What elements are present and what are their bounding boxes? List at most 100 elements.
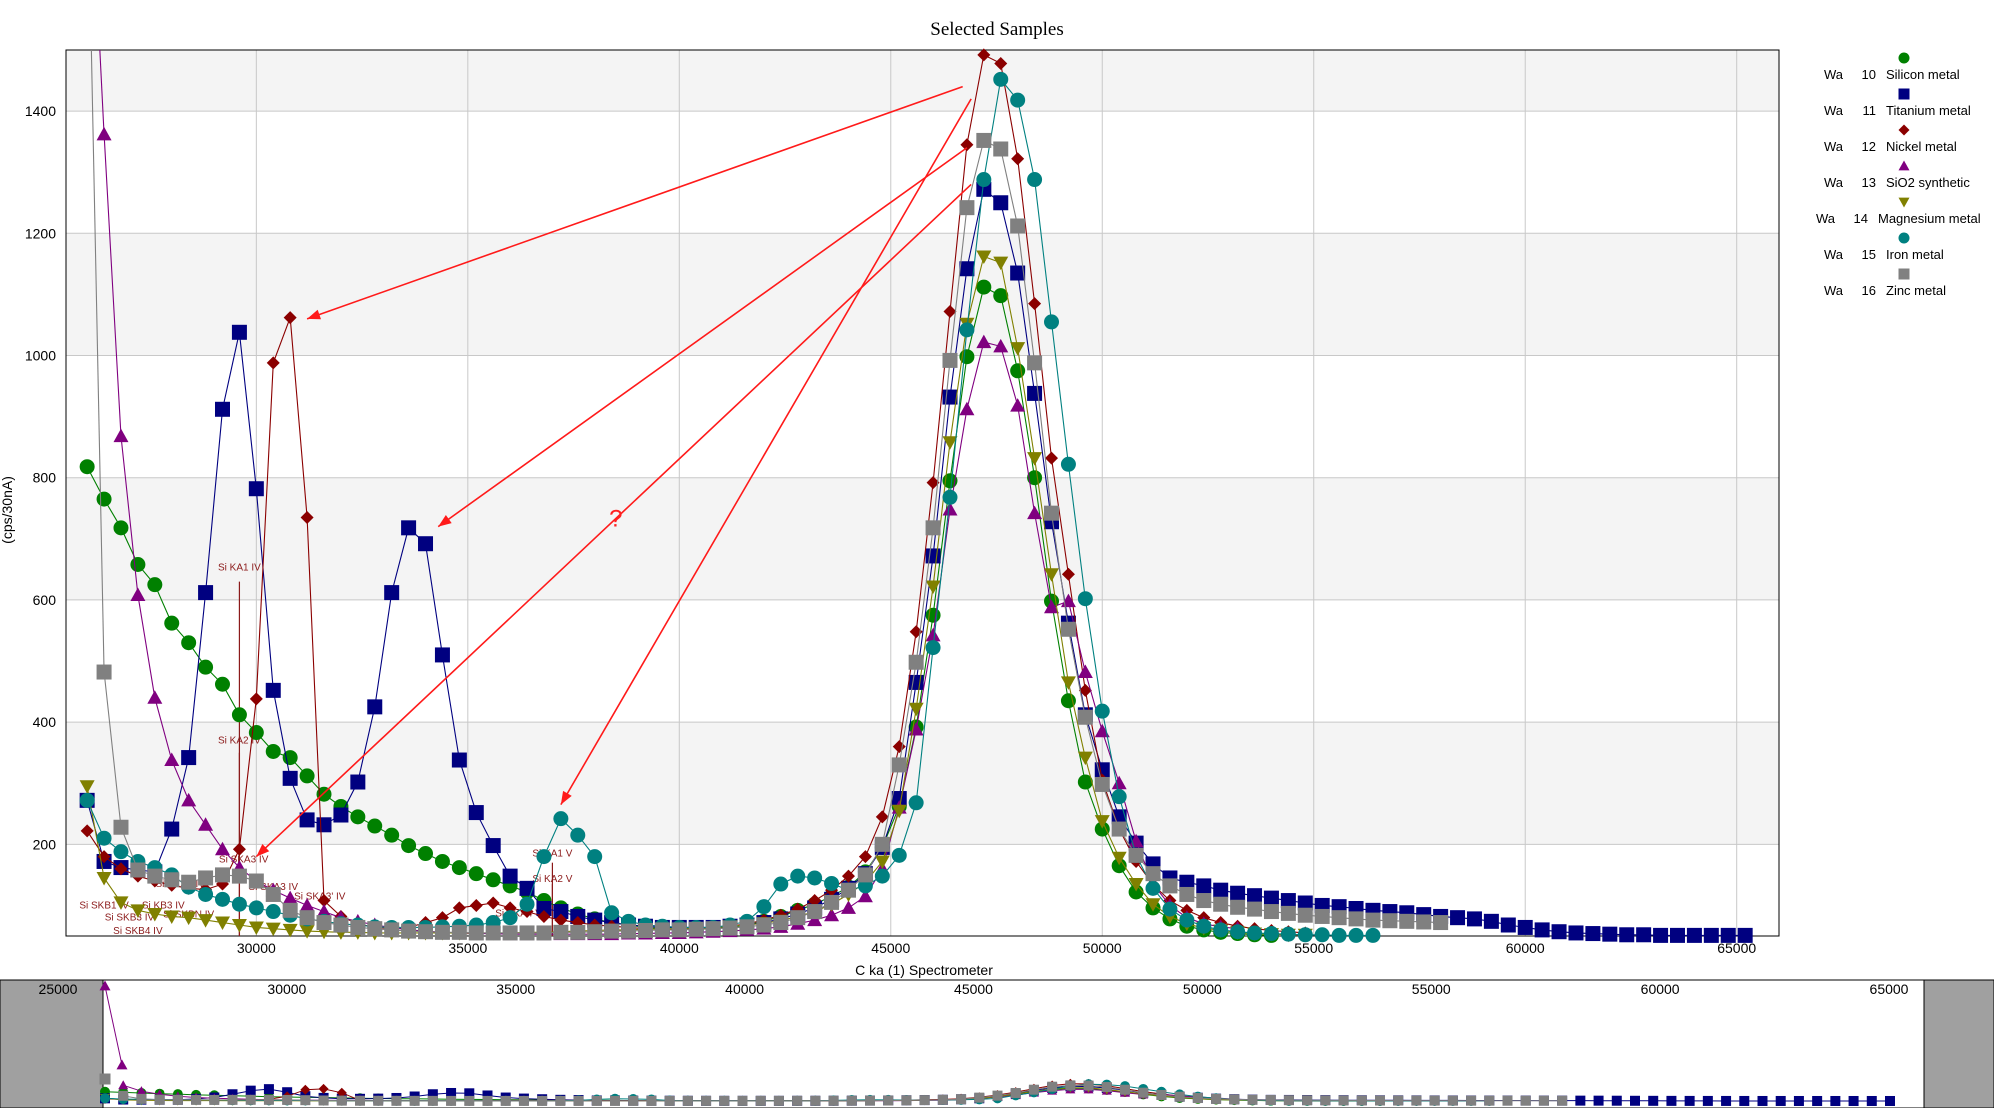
overview-point [1611, 1095, 1622, 1106]
data-point [367, 818, 383, 834]
legend-item[interactable]: Wa 12 Nickel metal [1824, 124, 1957, 155]
y-tick-label: 1200 [25, 225, 56, 241]
data-point [1162, 901, 1178, 917]
data-point [198, 585, 214, 601]
data-point [790, 868, 806, 884]
data-point [502, 910, 518, 926]
data-point [418, 846, 434, 862]
annotation-arrowhead [256, 844, 270, 857]
data-point [502, 868, 518, 884]
overview-point [336, 1095, 347, 1106]
data-point [841, 869, 855, 883]
legend-label: SiO2 synthetic [1886, 175, 1970, 190]
data-point [536, 901, 552, 917]
data-point [1669, 927, 1685, 943]
overview-series [118, 1080, 1568, 1106]
data-point [1348, 911, 1364, 927]
x-tick-label: 45000 [871, 940, 910, 956]
data-point [942, 436, 958, 450]
data-point [1399, 913, 1415, 929]
y-tick-label: 1400 [25, 103, 56, 119]
legend-item[interactable]: Wa 16 Zinc metal [1824, 268, 1946, 299]
data-point [451, 924, 467, 940]
data-point [1247, 901, 1263, 917]
data-point [1128, 878, 1144, 892]
legend-item[interactable]: Wa 15 Iron metal [1824, 232, 1944, 263]
overview-point [1575, 1095, 1586, 1106]
data-point [214, 867, 230, 883]
legend-wa: Wa [1824, 283, 1844, 298]
data-point [299, 925, 315, 939]
overview-left-handle[interactable] [0, 979, 104, 1109]
overview-right-handle[interactable] [1923, 979, 1994, 1109]
data-point [891, 757, 907, 773]
overview-point [500, 1095, 511, 1106]
legend[interactable]: Wa 10 Silicon metal Wa 11 Titanium metal Wa 12 N… [1816, 52, 1981, 299]
overview-point [1283, 1095, 1294, 1106]
overview-point [846, 1095, 857, 1106]
data-point [164, 615, 180, 631]
overview-point [1502, 1095, 1513, 1106]
overview-point [118, 1090, 129, 1101]
data-point [350, 774, 366, 790]
data-point [942, 352, 958, 368]
data-point [857, 867, 873, 883]
data-point [316, 817, 332, 833]
overview-point [318, 1083, 329, 1094]
klm-label: Si SKA4 V [495, 908, 542, 919]
legend-label: Titanium metal [1886, 103, 1971, 118]
data-point [756, 899, 772, 915]
data-point [249, 692, 263, 706]
legend-marker [1898, 88, 1910, 100]
annotation-arrowhead [307, 309, 322, 320]
data-point [1213, 882, 1229, 898]
overview-point [1065, 1080, 1076, 1091]
overview-point [1702, 1095, 1713, 1106]
overview-panel[interactable]: 25000 30000 35000 40000 45000 50000 55000 60000… [0, 979, 1994, 1109]
data-point [604, 905, 620, 921]
legend-item[interactable]: Wa 11 Titanium metal [1824, 88, 1971, 119]
overview-point [701, 1095, 712, 1106]
data-point [113, 896, 129, 910]
legend-label: Zinc metal [1886, 283, 1946, 298]
data-point [908, 702, 924, 717]
data-point [1230, 924, 1246, 940]
data-point [198, 659, 214, 675]
y-tick-label: 600 [33, 592, 57, 608]
x-tick-label: 65000 [1717, 940, 1756, 956]
overview-point [245, 1094, 256, 1105]
data-point [1348, 927, 1364, 943]
data-point [248, 481, 264, 497]
legend-label: Silicon metal [1886, 67, 1960, 82]
data-point [925, 580, 941, 594]
data-point [96, 871, 112, 886]
data-point [79, 459, 95, 475]
legend-number: 12 [1862, 139, 1876, 154]
legend-label: Nickel metal [1886, 139, 1957, 154]
overview-point [136, 1086, 147, 1096]
overview-point [1520, 1095, 1531, 1106]
legend-item[interactable]: Wa 13 SiO2 synthetic [1824, 160, 1970, 191]
overview-point [409, 1095, 420, 1106]
legend-item[interactable]: Wa 14 Magnesium metal [1816, 197, 1981, 226]
data-point [1213, 922, 1229, 938]
data-point [1010, 363, 1026, 379]
data-point [181, 635, 197, 651]
data-point [976, 250, 992, 265]
x-tick-label: 60000 [1506, 940, 1545, 956]
data-point [147, 868, 163, 884]
annotation-arrow-line [306, 85, 963, 320]
data-point [1044, 314, 1060, 330]
data-point [468, 866, 484, 882]
overview-point [1356, 1095, 1367, 1106]
data-point [1568, 925, 1584, 941]
data-point [113, 844, 129, 860]
overview-point [1666, 1095, 1677, 1106]
legend-item[interactable]: Wa 10 Silicon metal [1824, 52, 1960, 83]
data-point [959, 200, 975, 216]
data-point [1094, 723, 1110, 738]
overview-point [427, 1089, 438, 1100]
data-point [214, 916, 230, 931]
data-point [181, 792, 197, 807]
